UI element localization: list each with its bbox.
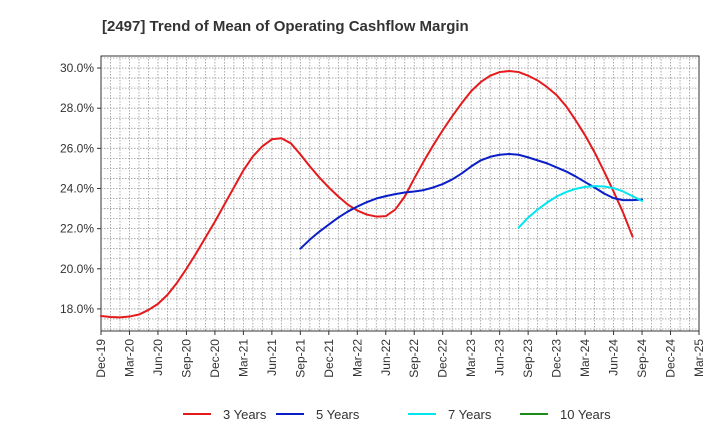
legend-label-7-years: 7 Years bbox=[448, 407, 492, 422]
legend-label-3-years: 3 Years bbox=[223, 407, 267, 422]
x-tick-label: Jun-23 bbox=[493, 339, 507, 376]
series-line-7-years bbox=[517, 185, 644, 229]
x-tick-label: Dec-19 bbox=[94, 339, 108, 378]
y-tick-label: 18.0% bbox=[60, 302, 94, 316]
x-tick-label: Jun-22 bbox=[379, 339, 393, 376]
y-tick-label: 22.0% bbox=[60, 222, 94, 236]
y-tick-label: 28.0% bbox=[60, 101, 94, 115]
y-tick-label: 20.0% bbox=[60, 262, 94, 276]
x-tick-label: Mar-23 bbox=[464, 339, 478, 377]
x-axis: Dec-19 Mar-20 Jun-20 Sep-20 Dec-20 Mar-21 Jun-… bbox=[94, 331, 706, 378]
x-tick-label: Sep-23 bbox=[521, 339, 535, 378]
x-tick-label: Mar-24 bbox=[578, 339, 592, 377]
x-tick-label: Mar-20 bbox=[122, 339, 136, 377]
legend: 3 Years 5 Years 7 Years 10 Years bbox=[183, 407, 611, 422]
x-tick-label: Dec-23 bbox=[550, 339, 564, 378]
x-tick-label: Sep-21 bbox=[293, 339, 307, 378]
legend-label-5-years: 5 Years bbox=[316, 407, 360, 422]
grid bbox=[101, 56, 699, 331]
y-tick-label: 30.0% bbox=[60, 61, 94, 75]
x-tick-label: Sep-22 bbox=[407, 339, 421, 378]
y-tick-label: 26.0% bbox=[60, 141, 94, 155]
x-tick-label: Dec-24 bbox=[664, 339, 678, 378]
x-tick-label: Sep-20 bbox=[179, 339, 193, 378]
y-tick-label: 24.0% bbox=[60, 181, 94, 195]
x-tick-label: Mar-22 bbox=[350, 339, 364, 377]
x-tick-label: Sep-24 bbox=[635, 339, 649, 378]
x-tick-label: Mar-25 bbox=[692, 339, 706, 377]
x-tick-label: Jun-20 bbox=[151, 339, 165, 376]
series-line-5-years bbox=[299, 152, 644, 250]
x-tick-label: Jun-24 bbox=[607, 339, 621, 376]
chart-title: [2497] Trend of Mean of Operating Cashfl… bbox=[102, 18, 469, 35]
legend-label-10-years: 10 Years bbox=[560, 407, 611, 422]
x-tick-label: Dec-21 bbox=[322, 339, 336, 378]
x-tick-label: Jun-21 bbox=[265, 339, 279, 376]
x-tick-label: Dec-22 bbox=[436, 339, 450, 378]
series-line-3-years bbox=[100, 70, 634, 319]
series-lines bbox=[100, 70, 644, 319]
y-axis: 18.0% 20.0% 22.0% 24.0% 26.0% 28.0% 30.0% bbox=[60, 61, 101, 316]
x-tick-label: Dec-20 bbox=[208, 339, 222, 378]
x-tick-label: Mar-21 bbox=[236, 339, 250, 377]
